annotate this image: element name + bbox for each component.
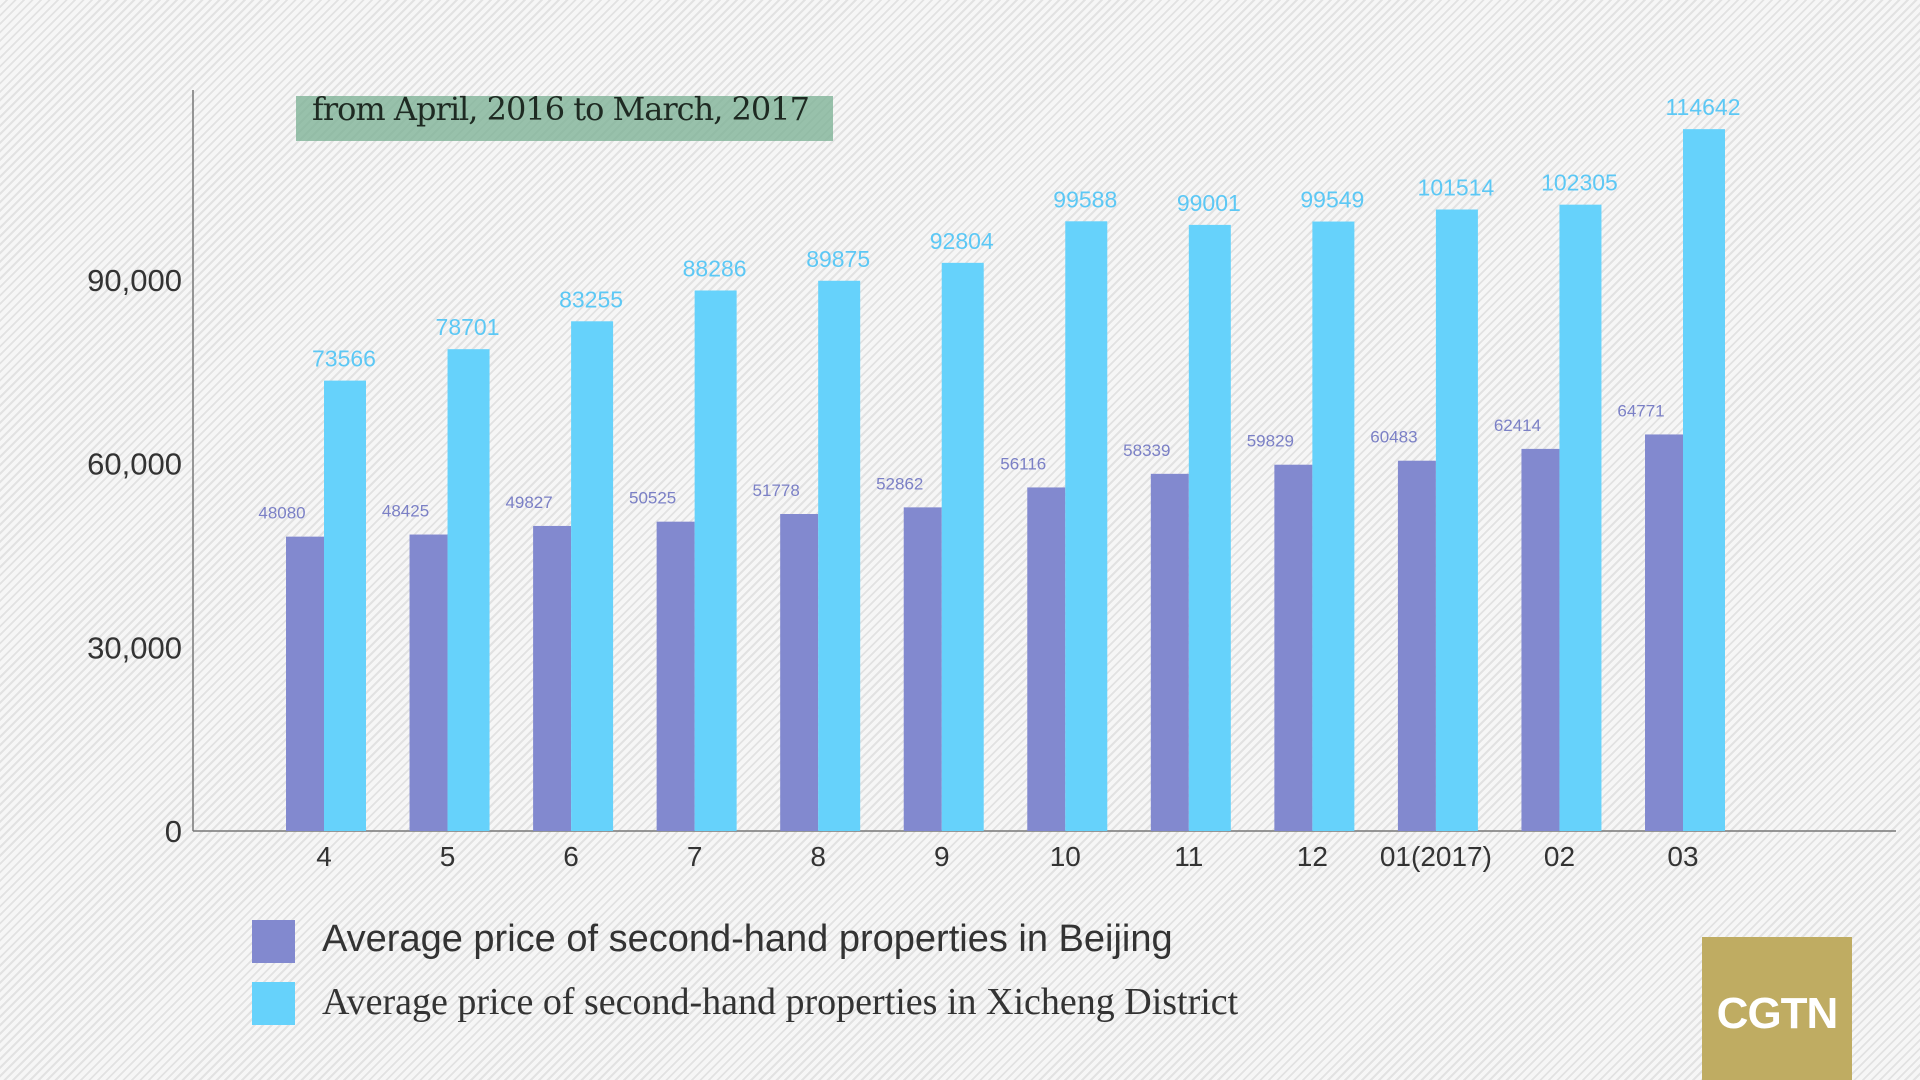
data-label-xicheng: 73566 <box>312 346 376 372</box>
bar-xicheng <box>571 321 614 831</box>
data-label-beijing: 51778 <box>753 481 800 500</box>
x-tick-label: 03 <box>1667 841 1698 872</box>
x-tick-label: 8 <box>810 841 826 872</box>
data-label-xicheng: 99001 <box>1177 190 1241 216</box>
x-tick-label: 12 <box>1297 841 1328 872</box>
bar-beijing <box>1645 434 1683 831</box>
bar-xicheng <box>1435 209 1478 831</box>
x-tick-label: 01(2017) <box>1380 841 1492 872</box>
x-tick-label: 4 <box>316 841 332 872</box>
x-tick-label: 02 <box>1544 841 1575 872</box>
y-tick-label: 0 <box>165 814 182 849</box>
data-label-xicheng: 89875 <box>806 246 870 272</box>
bar-beijing <box>656 521 695 831</box>
chart-title: from April, 2016 to March, 2017 <box>312 90 810 128</box>
bar-beijing <box>780 514 819 831</box>
bar-xicheng <box>1065 221 1108 831</box>
data-label-beijing: 48080 <box>258 504 305 523</box>
data-label-xicheng: 114642 <box>1665 94 1740 120</box>
bar-beijing <box>533 525 572 831</box>
x-tick-label: 9 <box>934 841 950 872</box>
data-label-xicheng: 101514 <box>1418 175 1495 201</box>
data-label-beijing: 59829 <box>1247 432 1294 451</box>
bar-beijing <box>1397 460 1436 831</box>
bar-xicheng <box>818 280 861 832</box>
bar-xicheng <box>447 349 490 831</box>
x-tick-label: 5 <box>440 841 456 872</box>
data-label-xicheng: 92804 <box>930 228 994 254</box>
bar-beijing <box>1274 464 1313 831</box>
bar-beijing <box>286 536 324 831</box>
legend-swatch-xicheng <box>252 982 295 1025</box>
bar-xicheng <box>1559 204 1602 831</box>
legend-label-beijing: Average price of second-hand properties … <box>322 918 1173 960</box>
bar-beijing <box>903 507 942 831</box>
data-label-beijing: 50525 <box>629 489 676 508</box>
y-tick-label: 90,000 <box>87 263 182 298</box>
bar-xicheng <box>1312 221 1355 832</box>
y-tick-label: 30,000 <box>87 630 182 665</box>
data-label-xicheng: 83255 <box>559 286 623 312</box>
data-label-beijing: 58339 <box>1123 441 1170 460</box>
bar-beijing <box>1027 487 1066 831</box>
data-label-beijing: 48425 <box>382 502 429 521</box>
data-label-xicheng: 102305 <box>1541 170 1618 196</box>
x-tick-label: 11 <box>1174 841 1203 872</box>
data-label-beijing: 49827 <box>505 493 552 512</box>
bar-xicheng <box>941 262 984 832</box>
y-tick-label: 60,000 <box>87 447 182 482</box>
bar-xicheng <box>1188 224 1231 832</box>
cgtn-logo: CGTN <box>1702 937 1852 1080</box>
legend-swatch-beijing <box>252 920 295 963</box>
data-label-beijing: 60483 <box>1370 428 1417 447</box>
bar-xicheng <box>694 290 737 831</box>
chart-title-box: from April, 2016 to March, 2017 <box>296 90 833 141</box>
data-label-beijing: 64771 <box>1617 401 1664 420</box>
data-label-xicheng: 78701 <box>436 314 500 340</box>
bar-xicheng <box>324 380 366 831</box>
x-tick-label: 7 <box>687 841 703 872</box>
data-label-beijing: 62414 <box>1494 416 1541 435</box>
logo-text: CGTN <box>1716 989 1839 1038</box>
legend-label-xicheng: Average price of second-hand properties … <box>322 981 1239 1023</box>
bar-beijing <box>1150 473 1189 831</box>
x-tick-label: 6 <box>563 841 579 872</box>
data-label-beijing: 56116 <box>1000 454 1046 473</box>
bar-beijing <box>1521 448 1560 831</box>
bar-beijing <box>409 534 448 831</box>
data-label-xicheng: 99588 <box>1053 186 1117 212</box>
data-label-xicheng: 88286 <box>683 255 747 281</box>
bar-xicheng <box>1683 129 1725 831</box>
x-tick-label: 10 <box>1050 841 1081 872</box>
data-label-beijing: 52862 <box>876 474 923 493</box>
data-label-xicheng: 99549 <box>1300 187 1364 213</box>
